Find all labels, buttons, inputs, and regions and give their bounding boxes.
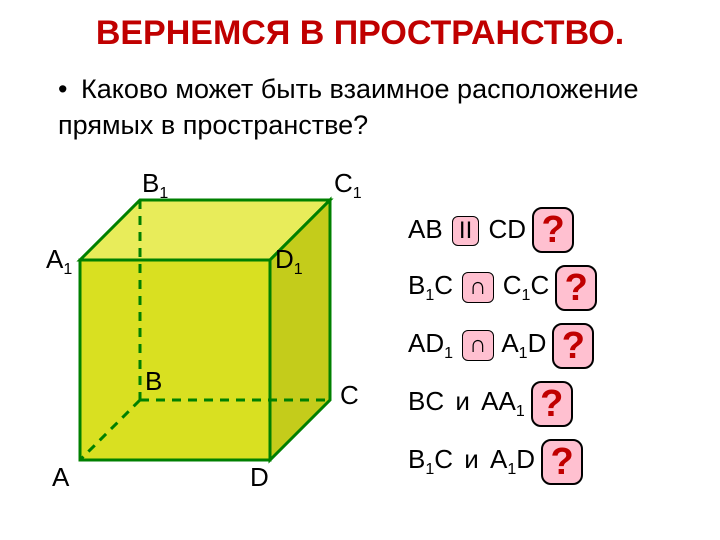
question-text: Каково может быть взаимное расположение … xyxy=(58,74,639,140)
stmt-row: B1C ∩ C1C ? xyxy=(408,263,708,313)
question-mark: ? xyxy=(532,207,574,253)
stmt-row: AB II CD ? xyxy=(408,205,708,255)
label-a1: A1 xyxy=(46,244,72,279)
stmt-text: B1C ∩ C1C xyxy=(408,270,549,305)
label-b: B xyxy=(145,366,162,397)
rel-box: ∩ xyxy=(462,330,493,360)
stmt-row: B1C и A1D ? xyxy=(408,437,708,487)
stmt-text: AB II CD xyxy=(408,214,526,246)
question-mark: ? xyxy=(555,265,597,311)
question-mark: ? xyxy=(541,439,583,485)
question-mark: ? xyxy=(531,381,573,427)
question-mark: ? xyxy=(552,323,594,369)
title-text: ВЕРНЕМСЯ В ПРОСТРАНСТВО. xyxy=(96,14,624,52)
stmt-text: AD1 ∩ A1D xyxy=(408,328,546,363)
slide-title: ВЕРНЕМСЯ В ПРОСТРАНСТВО. xyxy=(0,0,720,53)
statements-list: AB II CD ? B1C ∩ C1C ? AD1 ∩ A1D ? BC и … xyxy=(408,205,708,495)
label-b1: B1 xyxy=(142,168,168,203)
label-d: D xyxy=(250,462,269,493)
cube-diagram: B1 C1 A1 D1 B C A D xyxy=(50,180,370,500)
stmt-row: BC и AA1 ? xyxy=(408,379,708,429)
cube-svg xyxy=(50,180,370,500)
question-block: • Каково может быть взаимное расположени… xyxy=(0,53,720,144)
label-d1: D1 xyxy=(275,244,303,279)
stmt-text: B1C и A1D xyxy=(408,444,535,479)
rel-box: ∩ xyxy=(462,272,493,302)
rel-box: II xyxy=(452,216,479,246)
bullet: • xyxy=(58,74,67,104)
label-c: C xyxy=(340,380,359,411)
stmt-text: BC и AA1 xyxy=(408,386,525,421)
label-a: A xyxy=(52,462,69,493)
stmt-row: AD1 ∩ A1D ? xyxy=(408,321,708,371)
label-c1: C1 xyxy=(334,168,362,203)
